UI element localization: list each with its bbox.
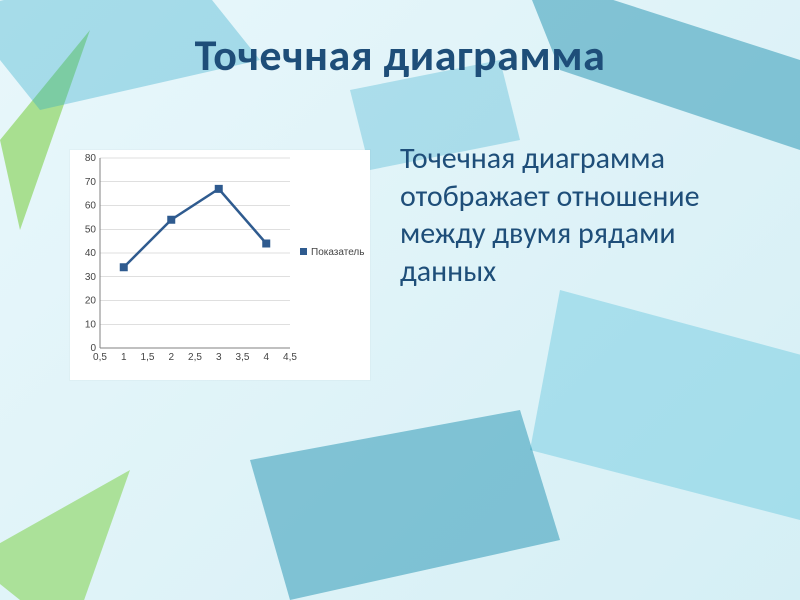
svg-text:4: 4: [263, 352, 269, 363]
svg-text:1: 1: [121, 352, 127, 363]
svg-text:20: 20: [85, 296, 97, 307]
svg-text:3: 3: [216, 352, 222, 363]
slide: Точечная диаграмма 010203040506070800,51…: [0, 0, 800, 600]
svg-text:10: 10: [85, 319, 97, 330]
slide-description: Точечная диаграмма отображает отношение …: [400, 140, 750, 290]
chart-card: 010203040506070800,511,522,533,544,5Пока…: [70, 150, 370, 380]
svg-text:60: 60: [85, 201, 97, 212]
svg-text:50: 50: [85, 224, 97, 235]
svg-text:2: 2: [168, 352, 174, 363]
svg-text:70: 70: [85, 177, 97, 188]
svg-text:2,5: 2,5: [188, 352, 202, 363]
svg-text:0,5: 0,5: [93, 352, 107, 363]
svg-text:Показатель: Показатель: [311, 247, 364, 258]
svg-text:1,5: 1,5: [141, 352, 155, 363]
svg-text:40: 40: [85, 248, 97, 259]
svg-text:3,5: 3,5: [236, 352, 250, 363]
svg-text:30: 30: [85, 272, 97, 283]
svg-text:4,5: 4,5: [283, 352, 297, 363]
svg-text:80: 80: [85, 153, 97, 164]
slide-title: Точечная диаграмма: [0, 28, 800, 82]
scatter-chart: 010203040506070800,511,522,533,544,5Пока…: [70, 150, 370, 380]
